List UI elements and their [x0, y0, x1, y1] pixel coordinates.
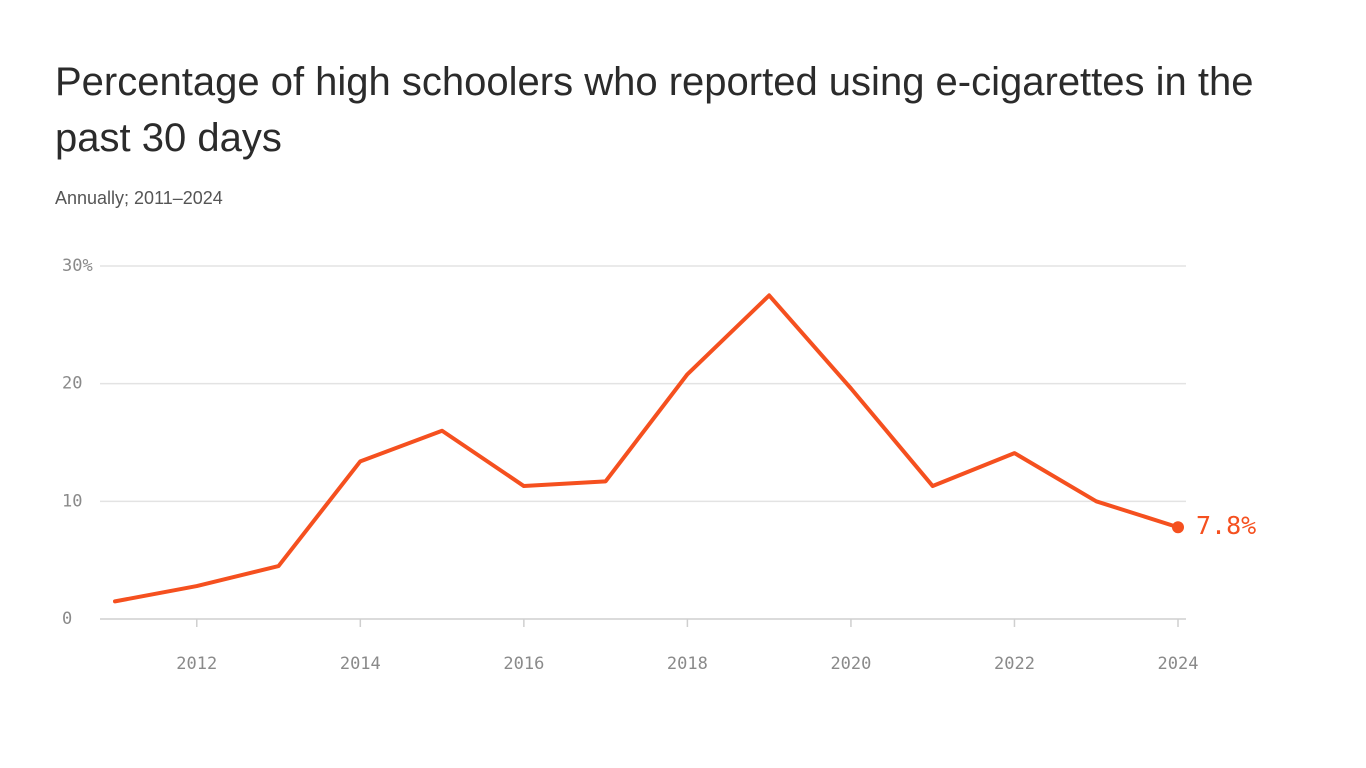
x-tick-label: 2016: [503, 654, 544, 674]
chart-title: Percentage of high schoolers who reporte…: [55, 60, 1254, 160]
value-label: 7.8%: [1196, 511, 1256, 540]
point: [1172, 521, 1184, 534]
line: [113, 293, 1180, 604]
x-tick-label: 2018: [667, 654, 708, 674]
chart-subtitle: Annually; 2011–2024: [55, 188, 223, 208]
x-tick-label: 2020: [830, 654, 871, 674]
y-tick-label: 30%: [62, 256, 93, 276]
y-tick-label: 10: [62, 491, 82, 511]
x-tick-label: 2024: [1158, 654, 1199, 674]
x-tick-label: 2012: [176, 654, 217, 674]
y-tick-label: 0: [62, 609, 72, 629]
x-tick-label: 2022: [994, 654, 1035, 674]
y-tick-label: 20: [62, 374, 82, 394]
x-tick-label: 2014: [340, 654, 381, 674]
